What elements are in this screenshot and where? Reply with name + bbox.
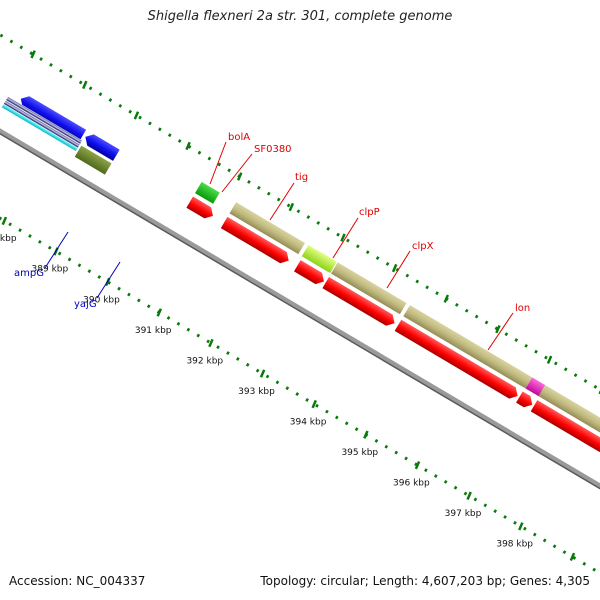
major-tick bbox=[236, 172, 243, 181]
cds-segment bbox=[229, 202, 305, 255]
gene-label-tig: tig bbox=[295, 172, 308, 183]
gene-arrow bbox=[516, 391, 533, 408]
major-tick bbox=[443, 294, 450, 303]
tick-label: 391 kbp bbox=[135, 326, 172, 336]
cds-segment bbox=[403, 305, 533, 389]
tick-label: 390 kbp bbox=[83, 295, 120, 305]
tick-label: 388 kbp bbox=[0, 234, 17, 244]
tick-label: 397 kbp bbox=[445, 509, 482, 519]
gene-label-yajg: yajG bbox=[74, 299, 97, 310]
major-tick bbox=[546, 355, 553, 364]
cds-segment bbox=[331, 262, 407, 315]
leader-clpx bbox=[386, 250, 411, 289]
gene-arrow bbox=[530, 400, 600, 453]
cds-segment-reverse bbox=[1, 104, 78, 152]
gene-arrow-reverse bbox=[85, 134, 120, 161]
major-tick bbox=[363, 430, 369, 439]
cds-segment-reverse bbox=[3, 100, 80, 148]
cds-segment-reverse bbox=[6, 96, 83, 144]
genome-summary: Topology: circular; Length: 4,607,203 bp… bbox=[260, 574, 590, 588]
major-tick bbox=[185, 141, 191, 151]
leader-ampg bbox=[44, 231, 69, 269]
major-tick bbox=[466, 491, 472, 500]
major-tick bbox=[156, 308, 163, 317]
gene-arrow bbox=[394, 319, 518, 399]
gene-label-lon: lon bbox=[515, 303, 530, 314]
map-title: Shigella flexneri 2a str. 301, complete … bbox=[147, 9, 453, 24]
leader-clpp bbox=[332, 217, 359, 259]
gene-clpp-feature bbox=[301, 245, 337, 273]
major-tick bbox=[133, 111, 140, 120]
gene-arrow-reverse bbox=[20, 96, 87, 141]
inner-major-ticks bbox=[1, 216, 576, 562]
tick-label: 398 kbp bbox=[496, 540, 533, 550]
major-tick bbox=[569, 552, 576, 562]
gene-label-sf0380: SF0380 bbox=[254, 144, 292, 155]
misc-feature bbox=[525, 377, 546, 397]
major-tick bbox=[518, 522, 524, 531]
sequence-backbone-shadow bbox=[0, 60, 600, 511]
gene-label-bola: bolA bbox=[228, 132, 250, 143]
leader-tig bbox=[269, 182, 295, 221]
major-tick bbox=[311, 399, 317, 409]
accession-label: Accession: NC_004337 bbox=[9, 574, 146, 588]
major-tick bbox=[414, 461, 421, 470]
gene-arrow bbox=[186, 196, 213, 219]
tick-label: 395 kbp bbox=[341, 448, 378, 458]
major-tick bbox=[340, 233, 346, 242]
leader-sf0380 bbox=[221, 153, 253, 193]
gene-arrow bbox=[293, 260, 324, 285]
tick-label: 393 kbp bbox=[238, 387, 275, 397]
major-tick bbox=[208, 338, 214, 348]
major-tick bbox=[82, 80, 88, 90]
tick-label: 392 kbp bbox=[186, 356, 223, 366]
gene-label-leaders bbox=[44, 141, 514, 351]
leader-bola bbox=[209, 141, 227, 185]
gene-label-ampg: ampG bbox=[14, 268, 44, 279]
major-tick bbox=[391, 263, 398, 273]
major-tick bbox=[259, 369, 266, 378]
gene-bola-feature bbox=[195, 181, 220, 204]
inner-dotted-ring bbox=[0, 122, 600, 574]
gene-arrow bbox=[220, 216, 289, 264]
cds-segment-reverse bbox=[74, 145, 112, 175]
tick-label: 389 kbp bbox=[32, 265, 69, 275]
outer-major-ticks bbox=[30, 50, 600, 395]
sequence-backbone bbox=[0, 57, 600, 510]
gene-label-clpp: clpP bbox=[359, 207, 380, 218]
major-tick bbox=[1, 216, 8, 226]
leader-lon bbox=[487, 312, 514, 351]
gene-arrow bbox=[322, 276, 395, 326]
cds-segment bbox=[537, 384, 600, 437]
tick-label: 394 kbp bbox=[290, 418, 327, 428]
major-tick bbox=[288, 202, 295, 212]
axis-tick-labels: 388 kbp 389 kbp 390 kbp 391 kbp 392 kbp 393 k… bbox=[0, 234, 533, 549]
gene-label-clpx: clpX bbox=[412, 241, 434, 252]
tick-label: 396 kbp bbox=[393, 479, 430, 489]
major-tick bbox=[495, 325, 501, 334]
gene-labels: bolA SF0380 tig clpP clpX lon ampG yajG bbox=[14, 132, 530, 314]
major-tick bbox=[30, 50, 36, 59]
leader-yajg bbox=[96, 261, 121, 299]
